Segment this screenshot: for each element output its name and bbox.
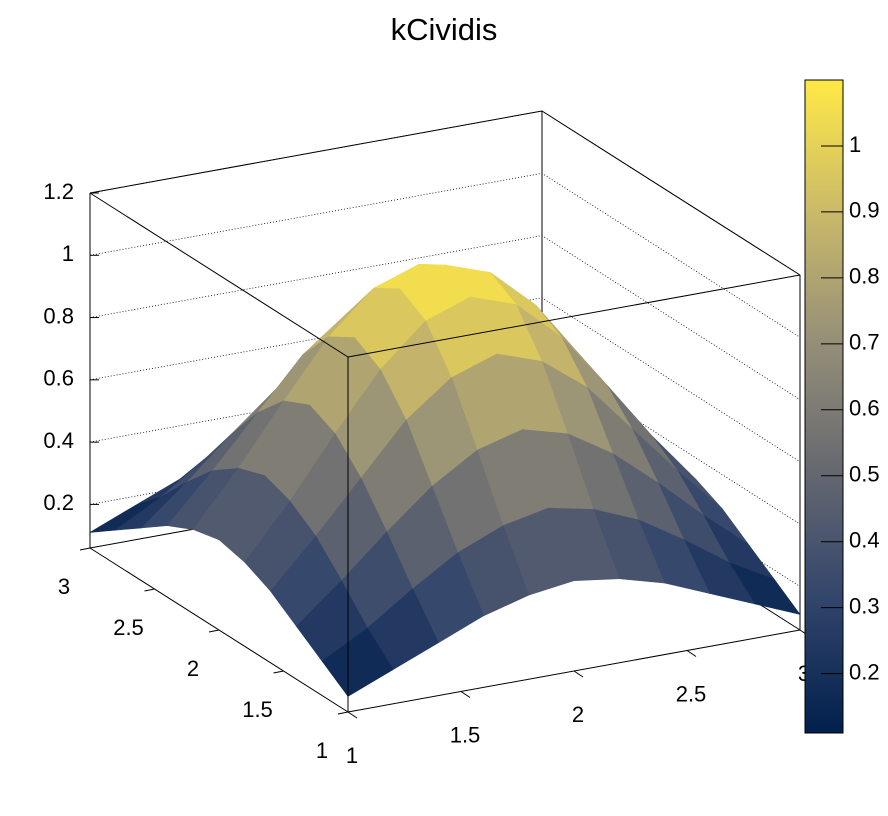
z-tick-label: 0.8: [43, 303, 74, 328]
y-tick: [208, 629, 220, 633]
y-tick-label: 1: [316, 738, 328, 763]
color-bar-label: 0.8: [849, 264, 880, 289]
color-bar-label: 0.4: [849, 528, 880, 553]
box-edge: [347, 274, 801, 358]
color-bar-label: 1: [849, 132, 861, 157]
box-edge: [89, 110, 543, 194]
z-tick-label: 1.2: [43, 179, 74, 204]
x-tick: [460, 691, 471, 698]
x-tick: [347, 711, 358, 719]
z-tick-label: 1: [62, 241, 74, 266]
color-bar-label: 0.7: [849, 330, 880, 355]
color-bar-label: 0.2: [849, 659, 880, 684]
x-tick: [573, 670, 584, 678]
x-tick-label: 2.5: [676, 681, 707, 706]
color-bar-label: 0.5: [849, 462, 880, 487]
y-tick-label: 3: [58, 574, 70, 599]
z-tick-label: 0.2: [43, 490, 74, 515]
y-tick: [79, 547, 91, 551]
x-tick-label: 1.5: [450, 722, 481, 747]
color-bar-label: 0.9: [849, 198, 880, 223]
surface: [89, 263, 801, 697]
color-bar-label: 0.3: [849, 593, 880, 618]
color-bar-label: 0.6: [849, 396, 880, 421]
y-tick: [144, 588, 155, 592]
z-tick-label: 0.4: [43, 428, 74, 453]
y-tick: [337, 711, 349, 715]
z-tick-label: 0.6: [43, 366, 74, 391]
color-bar: [804, 79, 844, 734]
x-tick-label: 2: [572, 702, 584, 727]
y-tick-label: 2.5: [113, 615, 144, 640]
x-tick-label: 1: [346, 743, 358, 768]
y-tick-label: 1.5: [242, 697, 273, 722]
box-edge: [541, 110, 801, 276]
surface-cell: [321, 627, 394, 697]
box-edge: [89, 192, 349, 358]
y-tick-label: 2: [187, 656, 199, 681]
x-tick: [686, 650, 697, 657]
chart-title: kCividis: [391, 12, 498, 47]
y-tick: [273, 670, 284, 674]
